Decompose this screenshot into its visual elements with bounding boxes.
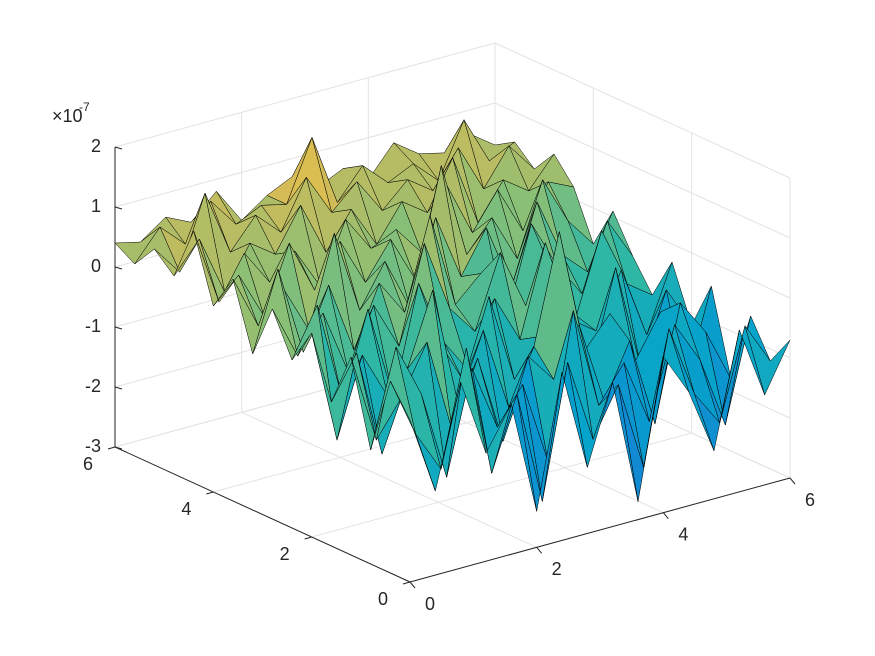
z-tick [114,266,123,270]
z-tick [114,386,123,390]
surface [114,119,791,512]
x-tick-label: 0 [425,594,435,614]
x-tick [536,547,543,554]
y-tick-label: 2 [280,544,290,564]
y-axis [114,446,411,583]
axis-exponent-power: -7 [79,100,90,114]
y-tick [206,491,214,495]
z-grid-line [494,102,791,239]
z-tick-label: -2 [85,376,101,396]
z-tick-label: 1 [91,196,101,216]
surface-face [390,380,436,492]
z-tick [114,446,123,450]
y-tick-label: 4 [181,499,191,519]
y-tick-label: 0 [378,589,388,609]
z-tick [114,206,123,210]
x-tick-label: 2 [552,559,562,579]
z-tick [114,326,123,330]
x-tick [789,477,796,485]
z-tick-label: -1 [85,316,101,336]
z-tick-label: 0 [91,256,101,276]
y-tick [107,446,116,450]
x-tick-label: 6 [805,490,815,510]
x-grid-line [241,411,537,548]
x-tick-label: 4 [678,524,688,544]
y-tick [304,536,312,540]
z-tick [114,146,123,150]
axis-exponent-base: ×10 [52,106,83,126]
z-grid-line [494,42,791,179]
x-tick [662,512,669,519]
y-tick [402,581,411,585]
x-tick [409,581,416,589]
z-tick-label: -3 [85,436,101,456]
z-grid-line [114,42,496,148]
x-axis [409,477,791,583]
z-tick-label: 2 [91,136,101,156]
y-tick-label: 6 [83,454,93,474]
